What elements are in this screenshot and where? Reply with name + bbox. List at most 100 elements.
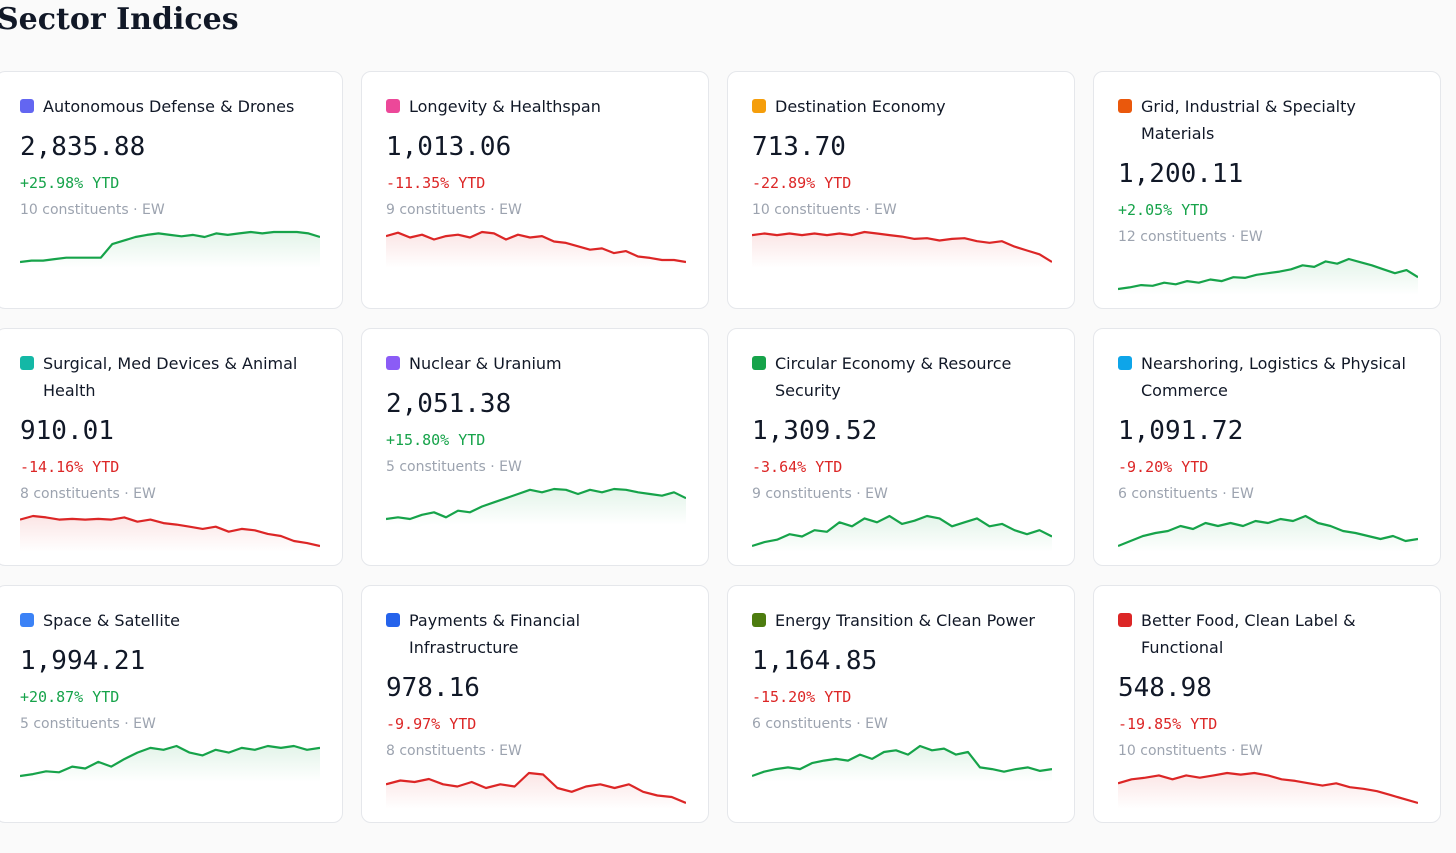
ytd-change: -14.16% YTD	[20, 458, 120, 476]
index-card[interactable]: Nuclear & Uranium 2,051.38 +15.80% YTD 5 co…	[361, 328, 709, 566]
sparkline-line	[386, 771, 686, 805]
constituents: 10 constituents · EW	[752, 202, 897, 218]
sparkline-line	[386, 230, 686, 264]
sparkline-area	[20, 746, 320, 782]
index-name: Nearshoring, Logistics & Physical Commer…	[1141, 354, 1406, 400]
card-grid: Autonomous Defense & Drones 2,835.88 +25.9…	[0, 71, 1441, 823]
card-header: Autonomous Defense & Drones	[20, 93, 318, 120]
ytd-change: -11.35% YTD	[386, 174, 486, 192]
index-name: Grid, Industrial & Specialty Materials	[1141, 97, 1356, 143]
constituents: 8 constituents · EW	[20, 486, 156, 502]
color-dot	[386, 99, 400, 113]
sparkline-area	[386, 773, 686, 809]
card-header: Energy Transition & Clean Power	[752, 607, 1050, 634]
index-name: Energy Transition & Clean Power	[775, 611, 1035, 630]
constituents: 9 constituents · EW	[386, 202, 522, 218]
index-name: Longevity & Healthspan	[409, 97, 601, 116]
card-header: Circular Economy & Resource Security	[752, 350, 1050, 404]
sparkline-line	[752, 744, 1052, 778]
index-value: 713.70	[752, 132, 846, 162]
color-dot	[1118, 356, 1132, 370]
index-name: Space & Satellite	[43, 611, 180, 630]
sparkline	[1118, 514, 1418, 552]
card-header: Better Food, Clean Label & Functional	[1118, 607, 1416, 661]
index-value: 1,200.11	[1118, 159, 1244, 189]
sparkline-line	[1118, 514, 1418, 548]
index-card[interactable]: Energy Transition & Clean Power 1,164.85 -…	[727, 585, 1075, 823]
sparkline-line	[1118, 257, 1418, 291]
sparkline	[386, 771, 686, 809]
index-name: Destination Economy	[775, 97, 946, 116]
sparkline	[386, 230, 686, 268]
index-card[interactable]: Destination Economy 713.70 -22.89% YTD 10 c…	[727, 71, 1075, 309]
index-card[interactable]: Surgical, Med Devices & Animal Health 910…	[0, 328, 343, 566]
sparkline-area	[752, 746, 1052, 782]
index-card[interactable]: Space & Satellite 1,994.21 +20.87% YTD 5 co…	[0, 585, 343, 823]
card-header: Nearshoring, Logistics & Physical Commer…	[1118, 350, 1416, 404]
index-name: Surgical, Med Devices & Animal Health	[43, 354, 298, 400]
index-card[interactable]: Circular Economy & Resource Security 1,30…	[727, 328, 1075, 566]
ytd-change: +25.98% YTD	[20, 174, 120, 192]
index-card[interactable]: Autonomous Defense & Drones 2,835.88 +25.9…	[0, 71, 343, 309]
card-header: Longevity & Healthspan	[386, 93, 684, 120]
constituents: 10 constituents · EW	[1118, 743, 1263, 759]
ytd-change: -9.97% YTD	[386, 715, 477, 733]
constituents: 6 constituents · EW	[752, 716, 888, 732]
sparkline	[20, 744, 320, 782]
index-card[interactable]: Better Food, Clean Label & Functional 548…	[1093, 585, 1441, 823]
constituents: 9 constituents · EW	[752, 486, 888, 502]
color-dot	[20, 613, 34, 627]
constituents: 6 constituents · EW	[1118, 486, 1254, 502]
index-name: Nuclear & Uranium	[409, 354, 562, 373]
index-value: 1,309.52	[752, 416, 878, 446]
ytd-change: -3.64% YTD	[752, 458, 843, 476]
card-header: Space & Satellite	[20, 607, 318, 634]
color-dot	[20, 99, 34, 113]
index-card[interactable]: Nearshoring, Logistics & Physical Commer…	[1093, 328, 1441, 566]
sparkline-area	[1118, 259, 1418, 295]
ytd-change: -22.89% YTD	[752, 174, 852, 192]
constituents: 10 constituents · EW	[20, 202, 165, 218]
ytd-change: +2.05% YTD	[1118, 201, 1209, 219]
ytd-change: +15.80% YTD	[386, 431, 486, 449]
sparkline	[1118, 257, 1418, 295]
color-dot	[386, 356, 400, 370]
sparkline-line	[1118, 771, 1418, 805]
sparkline-line	[20, 230, 320, 264]
sparkline	[752, 514, 1052, 552]
sparkline-line	[386, 487, 686, 521]
index-card[interactable]: Grid, Industrial & Specialty Materials 1,…	[1093, 71, 1441, 309]
index-value: 910.01	[20, 416, 114, 446]
sparkline-area	[20, 516, 320, 552]
color-dot	[752, 613, 766, 627]
sparkline-line	[752, 514, 1052, 548]
constituents: 5 constituents · EW	[20, 716, 156, 732]
sparkline-area	[1118, 773, 1418, 809]
card-header: Surgical, Med Devices & Animal Health	[20, 350, 318, 404]
index-card[interactable]: Longevity & Healthspan 1,013.06 -11.35% YT…	[361, 71, 709, 309]
sparkline	[20, 514, 320, 552]
constituents: 8 constituents · EW	[386, 743, 522, 759]
sparkline-area	[386, 232, 686, 268]
ytd-change: -9.20% YTD	[1118, 458, 1209, 476]
card-header: Payments & Financial Infrastructure	[386, 607, 684, 661]
index-name: Better Food, Clean Label & Functional	[1141, 611, 1356, 657]
card-header: Grid, Industrial & Specialty Materials	[1118, 93, 1416, 147]
page-title: Sector Indices	[0, 2, 239, 37]
sparkline	[20, 230, 320, 268]
sparkline-line	[20, 514, 320, 548]
index-name: Circular Economy & Resource Security	[775, 354, 1012, 400]
constituents: 12 constituents · EW	[1118, 229, 1263, 245]
index-name: Payments & Financial Infrastructure	[409, 611, 581, 657]
sparkline-line	[752, 230, 1052, 263]
ytd-change: -19.85% YTD	[1118, 715, 1218, 733]
index-card[interactable]: Payments & Financial Infrastructure 978.1…	[361, 585, 709, 823]
ytd-change: -15.20% YTD	[752, 688, 852, 706]
index-value: 2,051.38	[386, 389, 512, 419]
index-value: 1,994.21	[20, 646, 146, 676]
ytd-change: +20.87% YTD	[20, 688, 120, 706]
sparkline	[1118, 771, 1418, 809]
sparkline-area	[1118, 516, 1418, 552]
color-dot	[1118, 99, 1132, 113]
color-dot	[20, 356, 34, 370]
